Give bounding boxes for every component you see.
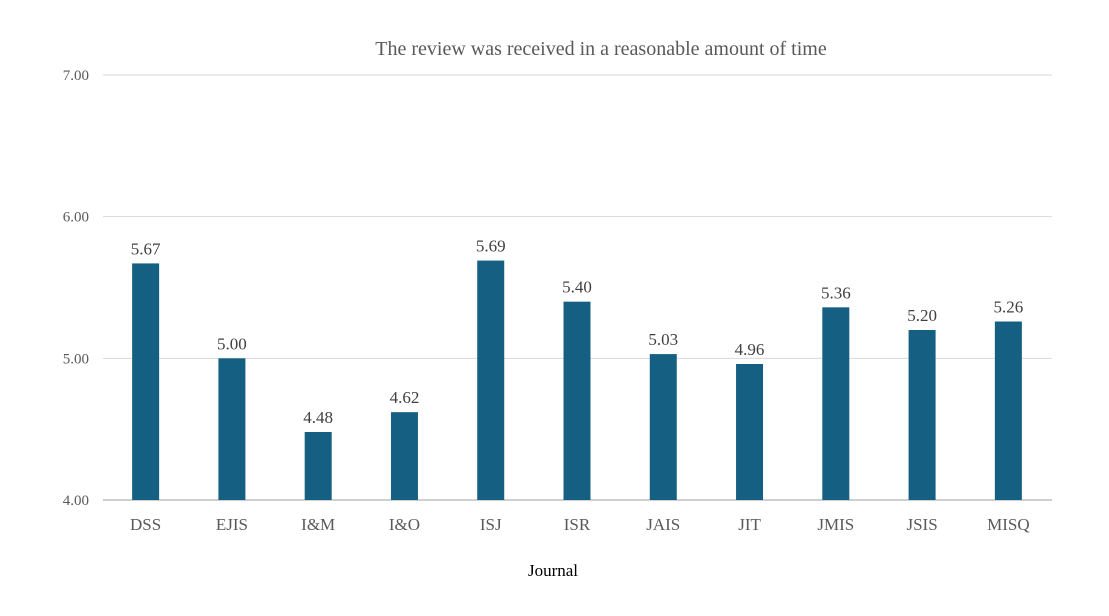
bar-JMIS: [822, 307, 850, 500]
bar-JAIS: [649, 354, 677, 500]
bar-I&M: [304, 432, 332, 500]
bar-JSIS: [908, 330, 936, 500]
data-label: 4.96: [735, 340, 765, 359]
data-label: 4.48: [303, 408, 333, 427]
x-tick-label: JAIS: [646, 515, 680, 534]
data-label: 5.67: [131, 239, 161, 258]
x-tick-label: JIT: [738, 515, 761, 534]
bar-I&O: [390, 412, 418, 500]
x-tick-label: EJIS: [216, 515, 248, 534]
x-tick-label: I&M: [301, 515, 335, 534]
bar-DSS: [132, 263, 160, 500]
y-tick-label: 4.00: [63, 493, 89, 509]
x-tick-label: I&O: [389, 515, 420, 534]
data-label: 5.03: [648, 330, 678, 349]
x-tick-label: ISR: [564, 515, 591, 534]
data-label: 5.69: [476, 237, 506, 256]
chart-title: The review was received in a reasonable …: [375, 38, 827, 60]
bar-JIT: [736, 364, 764, 500]
bar-EJIS: [218, 358, 246, 500]
x-tick-label: ISJ: [480, 515, 502, 534]
data-label: 5.20: [907, 306, 937, 325]
bar-ISR: [563, 301, 591, 500]
data-label: 5.00: [217, 334, 247, 353]
bar-ISJ: [477, 260, 505, 500]
x-tick-label: MISQ: [987, 515, 1030, 534]
data-label: 5.36: [821, 283, 851, 302]
data-label: 5.26: [993, 298, 1023, 317]
x-axis-label: Journal: [528, 561, 578, 580]
bar-MISQ: [994, 321, 1022, 500]
x-tick-label: JMIS: [817, 515, 854, 534]
y-tick-label: 7.00: [63, 68, 89, 84]
x-tick-label: JSIS: [906, 515, 937, 534]
data-label: 5.40: [562, 278, 592, 297]
y-tick-label: 5.00: [63, 351, 89, 367]
data-label: 4.62: [390, 388, 420, 407]
x-tick-label: DSS: [130, 515, 161, 534]
y-tick-label: 6.00: [63, 210, 89, 226]
